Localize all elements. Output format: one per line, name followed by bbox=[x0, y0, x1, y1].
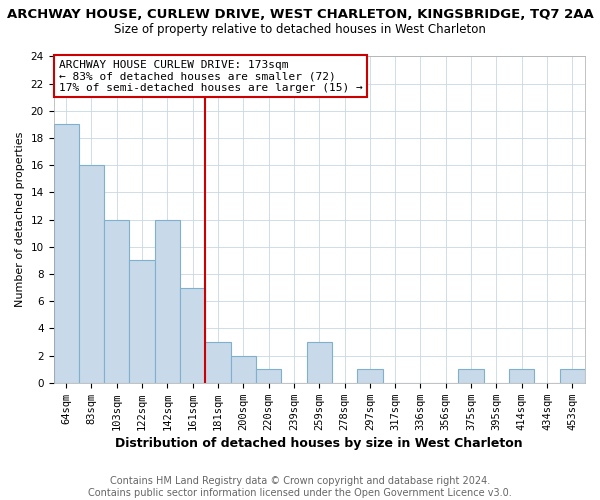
Bar bbox=[509, 369, 535, 383]
Text: ARCHWAY HOUSE CURLEW DRIVE: 173sqm
← 83% of detached houses are smaller (72)
17%: ARCHWAY HOUSE CURLEW DRIVE: 173sqm ← 83%… bbox=[59, 60, 362, 93]
Bar bbox=[307, 342, 332, 383]
Text: Contains HM Land Registry data © Crown copyright and database right 2024.
Contai: Contains HM Land Registry data © Crown c… bbox=[88, 476, 512, 498]
Bar bbox=[53, 124, 79, 383]
Bar bbox=[230, 356, 256, 383]
Bar bbox=[256, 369, 281, 383]
Text: Size of property relative to detached houses in West Charleton: Size of property relative to detached ho… bbox=[114, 22, 486, 36]
Bar bbox=[130, 260, 155, 383]
Y-axis label: Number of detached properties: Number of detached properties bbox=[15, 132, 25, 308]
Bar bbox=[205, 342, 230, 383]
Bar bbox=[458, 369, 484, 383]
Bar bbox=[79, 166, 104, 383]
Bar bbox=[155, 220, 180, 383]
X-axis label: Distribution of detached houses by size in West Charleton: Distribution of detached houses by size … bbox=[115, 437, 523, 450]
Bar bbox=[560, 369, 585, 383]
Bar bbox=[357, 369, 383, 383]
Text: ARCHWAY HOUSE, CURLEW DRIVE, WEST CHARLETON, KINGSBRIDGE, TQ7 2AA: ARCHWAY HOUSE, CURLEW DRIVE, WEST CHARLE… bbox=[7, 8, 593, 20]
Bar bbox=[180, 288, 205, 383]
Bar bbox=[104, 220, 130, 383]
